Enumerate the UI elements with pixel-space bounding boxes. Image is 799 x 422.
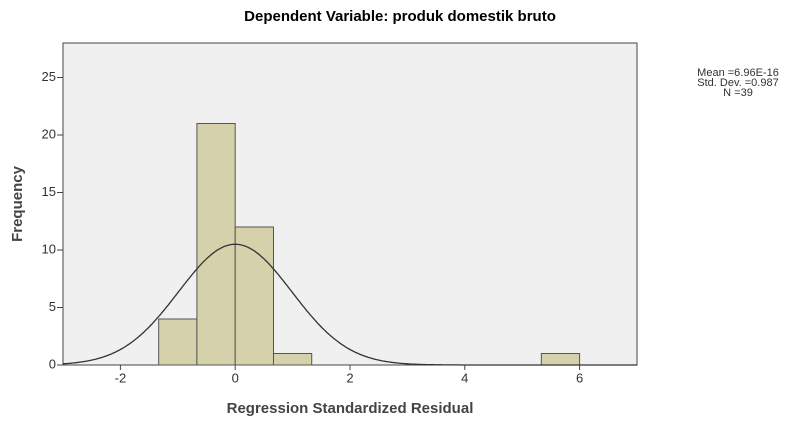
y-tick-label: 25 [42, 69, 56, 84]
x-tick-label: 2 [346, 370, 353, 385]
y-tick-label: 10 [42, 241, 56, 256]
chart-title: Dependent Variable: produk domestik brut… [244, 8, 556, 25]
normal-curve [62, 243, 637, 366]
bar [272, 353, 313, 366]
plot-area [62, 42, 638, 366]
x-tick-label: 0 [232, 370, 239, 385]
x-tick-label: -2 [115, 370, 127, 385]
bar [540, 353, 581, 366]
y-tick-label: 15 [42, 184, 56, 199]
x-tick-label: 6 [576, 370, 583, 385]
stats-annotation: Std. Dev. =0.987 [697, 77, 778, 89]
x-axis-label: Regression Standardized Residual [227, 400, 474, 417]
bar [158, 318, 198, 366]
y-tick-label: 20 [42, 126, 56, 141]
y-axis-label: Frequency [9, 165, 26, 242]
y-tick-label: 5 [49, 299, 56, 314]
x-tick-label: 4 [461, 370, 468, 385]
bar [196, 123, 236, 366]
bar [234, 226, 274, 366]
stats-annotation: N =39 [723, 87, 753, 99]
y-tick-label: 0 [49, 356, 56, 371]
stats-annotation: Mean =6.96E-16 [697, 67, 779, 79]
